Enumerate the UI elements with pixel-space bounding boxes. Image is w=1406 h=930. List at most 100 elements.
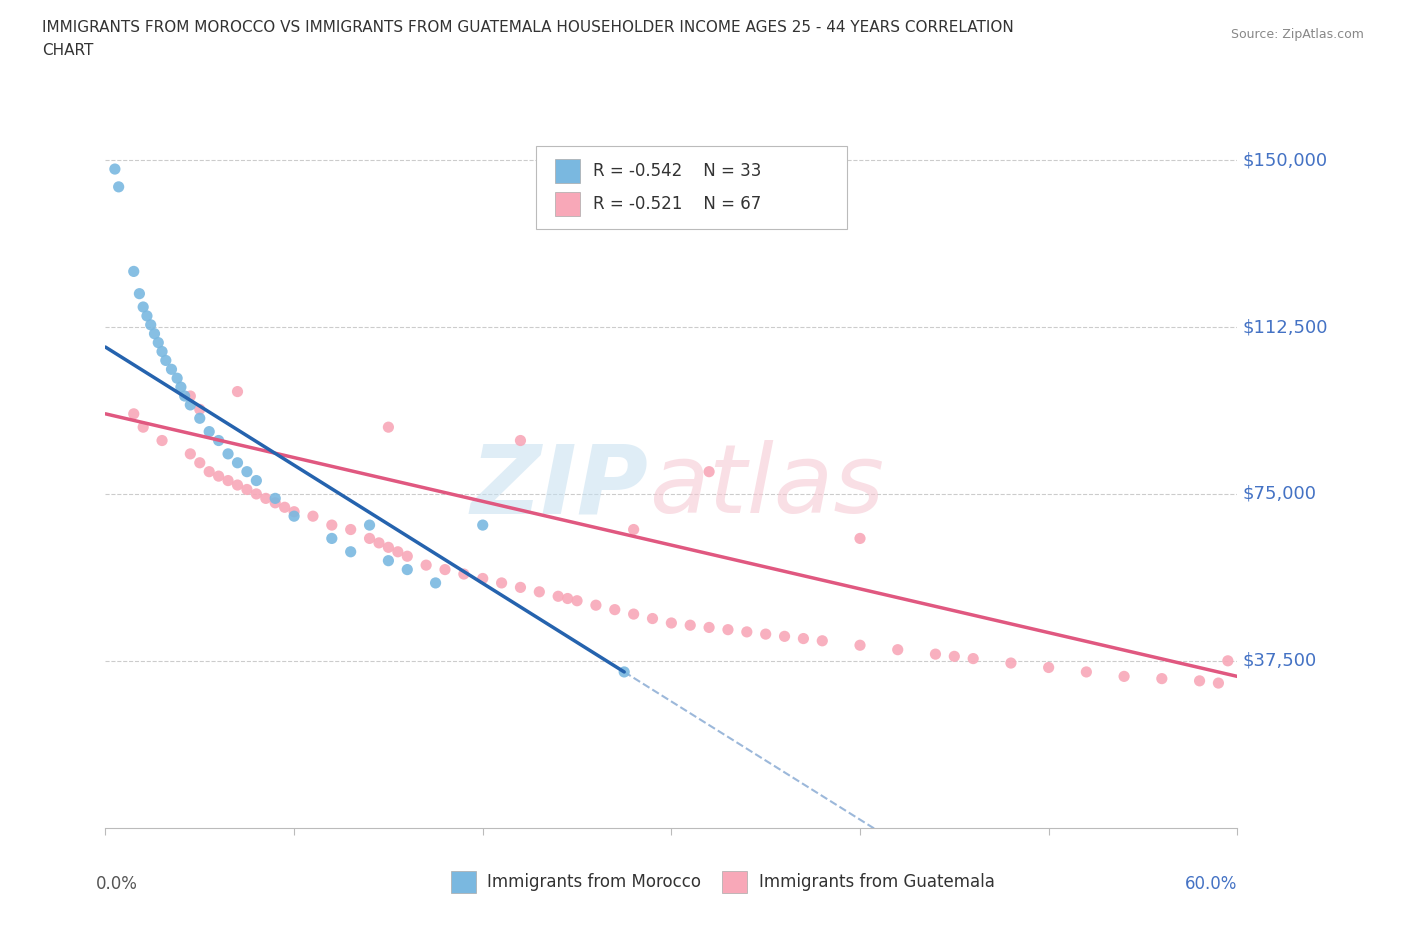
Point xyxy=(509,433,531,448)
Point xyxy=(1076,665,1098,680)
Point xyxy=(148,335,170,350)
Point xyxy=(453,566,475,581)
Point xyxy=(377,540,399,555)
Point xyxy=(143,326,166,341)
Point xyxy=(173,389,195,404)
Point xyxy=(849,531,872,546)
Point xyxy=(150,433,173,448)
Point xyxy=(359,531,381,546)
Text: ZIP: ZIP xyxy=(471,440,648,533)
Point xyxy=(396,562,419,577)
Point xyxy=(128,286,150,301)
Point xyxy=(924,646,946,661)
Point xyxy=(425,576,447,591)
Point xyxy=(529,584,551,599)
Point xyxy=(547,589,569,604)
Point xyxy=(273,499,295,514)
Point xyxy=(377,553,399,568)
Point xyxy=(377,419,399,434)
Point xyxy=(198,424,221,439)
Point xyxy=(302,509,325,524)
Point xyxy=(415,558,437,573)
Point xyxy=(321,531,343,546)
Point xyxy=(509,580,531,595)
Point xyxy=(661,616,683,631)
Point xyxy=(264,496,287,511)
Text: 0.0%: 0.0% xyxy=(96,875,138,893)
Text: IMMIGRANTS FROM MOROCCO VS IMMIGRANTS FROM GUATEMALA HOUSEHOLDER INCOME AGES 25 : IMMIGRANTS FROM MOROCCO VS IMMIGRANTS FR… xyxy=(42,20,1014,35)
Point xyxy=(264,491,287,506)
Point xyxy=(122,406,145,421)
Text: CHART: CHART xyxy=(42,43,94,58)
Point xyxy=(359,518,381,533)
Point xyxy=(623,522,645,537)
Point xyxy=(339,544,361,559)
Point xyxy=(226,478,249,493)
Point xyxy=(188,456,211,471)
Point xyxy=(188,402,211,417)
Point xyxy=(471,518,494,533)
Point xyxy=(170,379,193,394)
Point xyxy=(735,624,758,639)
Point xyxy=(150,344,173,359)
Point xyxy=(107,179,129,194)
Point xyxy=(104,162,127,177)
Point xyxy=(283,509,305,524)
Point xyxy=(491,576,513,591)
Point xyxy=(962,651,984,666)
Point xyxy=(887,643,910,658)
Text: $37,500: $37,500 xyxy=(1243,652,1317,670)
Point xyxy=(254,491,277,506)
Point xyxy=(943,649,966,664)
Point xyxy=(188,411,211,426)
Point xyxy=(1208,675,1230,690)
Point xyxy=(179,389,201,404)
Point xyxy=(792,631,814,646)
Point xyxy=(321,518,343,533)
Point xyxy=(217,446,239,461)
Point xyxy=(132,299,155,314)
Point xyxy=(433,562,456,577)
Point xyxy=(139,317,162,332)
Point xyxy=(208,433,231,448)
Point xyxy=(557,591,579,606)
Text: R = -0.542    N = 33: R = -0.542 N = 33 xyxy=(593,162,762,180)
Point xyxy=(849,638,872,653)
Point xyxy=(623,606,645,621)
Point xyxy=(679,618,702,632)
Point xyxy=(1150,671,1173,686)
Bar xyxy=(723,871,747,893)
Bar xyxy=(451,871,475,893)
Point xyxy=(132,419,155,434)
FancyBboxPatch shape xyxy=(536,146,846,229)
Text: Source: ZipAtlas.com: Source: ZipAtlas.com xyxy=(1230,28,1364,41)
Text: $112,500: $112,500 xyxy=(1243,318,1329,336)
Point xyxy=(179,446,201,461)
Point xyxy=(585,598,607,613)
Text: $75,000: $75,000 xyxy=(1243,485,1317,503)
Text: atlas: atlas xyxy=(648,440,884,533)
Point xyxy=(236,482,259,497)
Text: $150,000: $150,000 xyxy=(1243,152,1329,169)
Point xyxy=(339,522,361,537)
Point xyxy=(697,464,720,479)
Point xyxy=(226,456,249,471)
Point xyxy=(471,571,494,586)
Text: Immigrants from Guatemala: Immigrants from Guatemala xyxy=(758,873,994,891)
Point xyxy=(155,353,177,368)
Point xyxy=(122,264,145,279)
Point xyxy=(697,620,720,635)
Text: Immigrants from Morocco: Immigrants from Morocco xyxy=(486,873,700,891)
Point xyxy=(811,633,834,648)
Point xyxy=(396,549,419,564)
Point xyxy=(1216,654,1239,669)
Point xyxy=(245,473,267,488)
Point xyxy=(755,627,778,642)
Point xyxy=(245,486,267,501)
Text: 60.0%: 60.0% xyxy=(1185,875,1237,893)
Point xyxy=(717,622,740,637)
Point xyxy=(613,665,636,680)
Point xyxy=(179,397,201,412)
Bar xyxy=(555,159,579,183)
Point xyxy=(136,309,159,324)
